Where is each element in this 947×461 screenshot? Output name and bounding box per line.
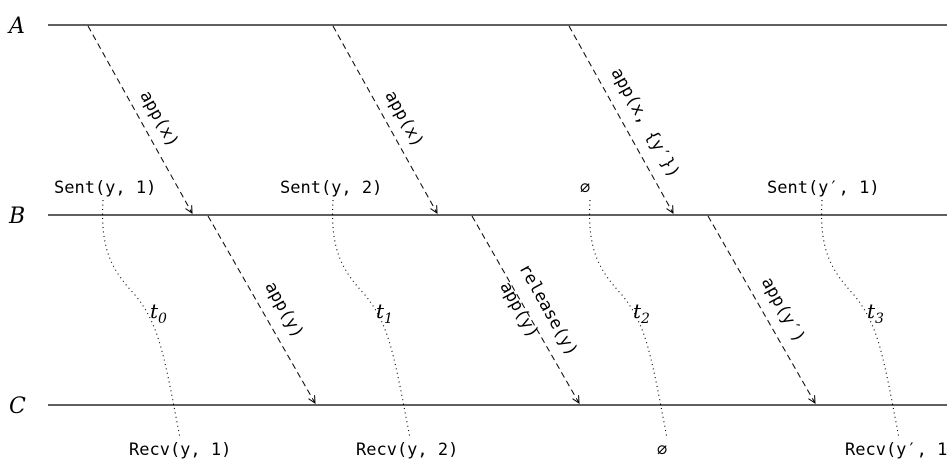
recv-label-4: Recv(y′, 1 — [845, 440, 947, 460]
time-curves — [102, 199, 900, 439]
message-label-bc-1: app(y) — [260, 278, 307, 341]
message-arrow-ab-2 — [332, 25, 438, 214]
sent-label-2: Sent(y, 2) — [280, 178, 382, 198]
time-label-1: t1 — [376, 299, 393, 327]
process-label-a: A — [7, 14, 25, 39]
recv-label-1: Recv(y, 1) — [129, 440, 231, 460]
time-label-2: t2 — [633, 299, 650, 327]
time-curve-3 — [821, 199, 900, 439]
time-labels: t0 t1 t2 t3 — [150, 299, 884, 327]
recv-label-2: Recv(y, 2) — [356, 440, 458, 460]
process-lines — [48, 24, 947, 406]
time-curve-2 — [589, 199, 668, 439]
message-label-bc-4: app(y′) — [757, 274, 809, 346]
process-label-b: B — [8, 204, 25, 229]
messages-b-to-c: app(y) release(y) app(y′) app(y) — [207, 215, 816, 404]
sent-label-3: ∅ — [580, 178, 590, 198]
time-label-3: t3 — [867, 299, 884, 327]
sent-labels: Sent(y, 1) Sent(y, 2) ∅ Sent(y′, 1) — [54, 178, 880, 198]
time-label-0: t0 — [150, 299, 167, 327]
time-curve-0 — [102, 199, 181, 439]
message-arrow-bc-2 — [471, 215, 580, 404]
message-arrow-ab-1 — [87, 25, 193, 214]
sent-label-4: Sent(y′, 1) — [767, 178, 880, 198]
message-arrow-bc-3 — [707, 215, 816, 404]
sent-label-1: Sent(y, 1) — [54, 178, 156, 198]
message-label-ab-1: app(x) — [135, 87, 182, 150]
messages-a-to-b: app(x) app(x) app(x, {y′}) — [87, 25, 684, 214]
recv-labels: Recv(y, 1) Recv(y, 2) ∅ Recv(y′, 1 — [129, 440, 947, 460]
process-label-c: C — [9, 394, 26, 419]
message-arrow-bc-1 — [207, 215, 316, 404]
time-curve-1 — [332, 199, 411, 439]
message-arrow-ab-3 — [568, 25, 674, 214]
message-label-ab-3: app(x, {y′}) — [606, 64, 683, 181]
message-label-ab-2: app(x) — [380, 87, 427, 150]
recv-label-3: ∅ — [657, 440, 667, 460]
process-labels: A B C — [7, 14, 26, 419]
